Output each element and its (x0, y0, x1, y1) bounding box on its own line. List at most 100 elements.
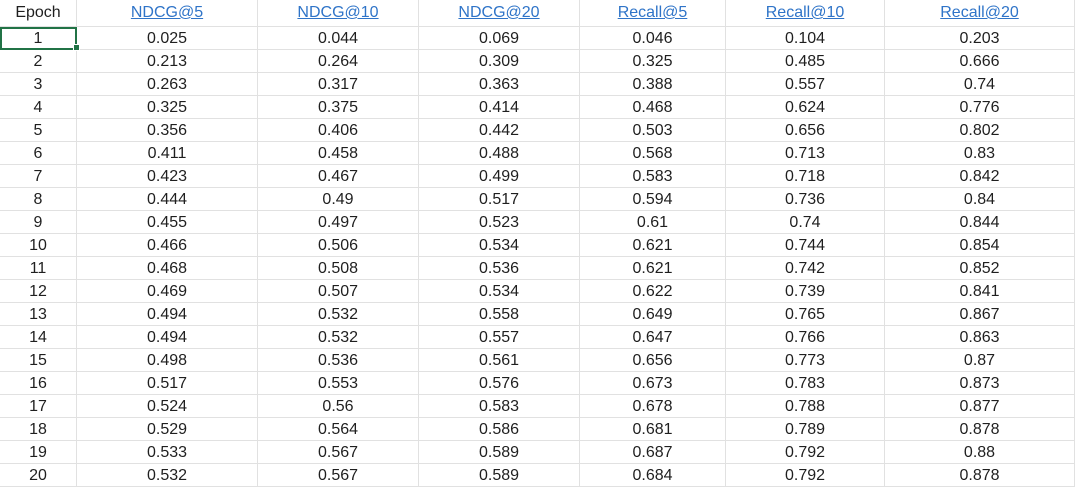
metric-cell[interactable]: 0.583 (419, 395, 580, 418)
metric-cell[interactable]: 0.842 (885, 165, 1075, 188)
metric-cell[interactable]: 0.046 (580, 27, 726, 50)
metric-cell[interactable]: 0.589 (419, 441, 580, 464)
metric-cell[interactable]: 0.789 (726, 418, 885, 441)
epoch-cell[interactable]: 12 (0, 280, 77, 303)
metric-cell[interactable]: 0.532 (77, 464, 258, 487)
metric-cell[interactable]: 0.557 (419, 326, 580, 349)
header-cell-ndcg-20[interactable]: NDCG@20 (419, 0, 580, 27)
epoch-cell[interactable]: 14 (0, 326, 77, 349)
metric-cell[interactable]: 0.736 (726, 188, 885, 211)
metric-cell[interactable]: 0.553 (258, 372, 419, 395)
metric-cell[interactable]: 0.647 (580, 326, 726, 349)
metric-cell[interactable]: 0.622 (580, 280, 726, 303)
metric-cell[interactable]: 0.766 (726, 326, 885, 349)
metric-cell[interactable]: 0.356 (77, 119, 258, 142)
metric-cell[interactable]: 0.468 (77, 257, 258, 280)
metric-cell[interactable]: 0.678 (580, 395, 726, 418)
metric-cell[interactable]: 0.656 (580, 349, 726, 372)
metric-cell[interactable]: 0.586 (419, 418, 580, 441)
metric-cell[interactable]: 0.687 (580, 441, 726, 464)
epoch-cell[interactable]: 17 (0, 395, 77, 418)
metric-cell[interactable]: 0.264 (258, 50, 419, 73)
metric-cell[interactable]: 0.455 (77, 211, 258, 234)
metric-cell[interactable]: 0.773 (726, 349, 885, 372)
metric-cell[interactable]: 0.624 (726, 96, 885, 119)
metric-cell[interactable]: 0.534 (419, 234, 580, 257)
metric-cell[interactable]: 0.069 (419, 27, 580, 50)
metric-cell[interactable]: 0.414 (419, 96, 580, 119)
selected-cell[interactable]: 1 (0, 27, 77, 50)
metric-cell[interactable]: 0.494 (77, 303, 258, 326)
metric-cell[interactable]: 0.792 (726, 464, 885, 487)
metric-cell[interactable]: 0.852 (885, 257, 1075, 280)
metric-cell[interactable]: 0.469 (77, 280, 258, 303)
metric-cell[interactable]: 0.74 (726, 211, 885, 234)
metric-cell[interactable]: 0.792 (726, 441, 885, 464)
header-cell-recall-5[interactable]: Recall@5 (580, 0, 726, 27)
epoch-cell[interactable]: 18 (0, 418, 77, 441)
metric-cell[interactable]: 0.776 (885, 96, 1075, 119)
metric-cell[interactable]: 0.503 (580, 119, 726, 142)
metric-cell[interactable]: 0.203 (885, 27, 1075, 50)
metric-cell[interactable]: 0.423 (77, 165, 258, 188)
metric-cell[interactable]: 0.488 (419, 142, 580, 165)
metric-cell[interactable]: 0.309 (419, 50, 580, 73)
metric-cell[interactable]: 0.841 (885, 280, 1075, 303)
metric-cell[interactable]: 0.494 (77, 326, 258, 349)
metric-cell[interactable]: 0.49 (258, 188, 419, 211)
metric-cell[interactable]: 0.589 (419, 464, 580, 487)
metric-cell[interactable]: 0.263 (77, 73, 258, 96)
metric-cell[interactable]: 0.713 (726, 142, 885, 165)
metric-cell[interactable]: 0.56 (258, 395, 419, 418)
metric-cell[interactable]: 0.74 (885, 73, 1075, 96)
metric-cell[interactable]: 0.666 (885, 50, 1075, 73)
metric-cell[interactable]: 0.765 (726, 303, 885, 326)
metric-cell[interactable]: 0.878 (885, 464, 1075, 487)
metric-cell[interactable]: 0.517 (77, 372, 258, 395)
metric-cell[interactable]: 0.718 (726, 165, 885, 188)
header-cell-ndcg-10[interactable]: NDCG@10 (258, 0, 419, 27)
metric-cell[interactable]: 0.802 (885, 119, 1075, 142)
metric-cell[interactable]: 0.363 (419, 73, 580, 96)
metric-cell[interactable]: 0.506 (258, 234, 419, 257)
metric-cell[interactable]: 0.561 (419, 349, 580, 372)
metric-cell[interactable]: 0.411 (77, 142, 258, 165)
metric-cell[interactable]: 0.466 (77, 234, 258, 257)
metric-cell[interactable]: 0.867 (885, 303, 1075, 326)
metric-cell[interactable]: 0.325 (77, 96, 258, 119)
metric-cell[interactable]: 0.583 (580, 165, 726, 188)
metric-cell[interactable]: 0.788 (726, 395, 885, 418)
metric-cell[interactable]: 0.673 (580, 372, 726, 395)
metric-cell[interactable]: 0.649 (580, 303, 726, 326)
epoch-cell[interactable]: 19 (0, 441, 77, 464)
metric-cell[interactable]: 0.854 (885, 234, 1075, 257)
metric-cell[interactable]: 0.742 (726, 257, 885, 280)
epoch-cell[interactable]: 6 (0, 142, 77, 165)
metric-cell[interactable]: 0.863 (885, 326, 1075, 349)
metric-cell[interactable]: 0.88 (885, 441, 1075, 464)
metric-cell[interactable]: 0.517 (419, 188, 580, 211)
header-cell-epoch[interactable]: Epoch (0, 0, 77, 27)
epoch-cell[interactable]: 20 (0, 464, 77, 487)
metric-cell[interactable]: 0.558 (419, 303, 580, 326)
header-link-recall-10[interactable]: Recall@10 (765, 4, 845, 21)
metric-cell[interactable]: 0.873 (885, 372, 1075, 395)
epoch-cell[interactable]: 5 (0, 119, 77, 142)
header-cell-ndcg-5[interactable]: NDCG@5 (77, 0, 258, 27)
header-link-ndcg-20[interactable]: NDCG@20 (458, 4, 540, 21)
metric-cell[interactable]: 0.523 (419, 211, 580, 234)
metric-cell[interactable]: 0.499 (419, 165, 580, 188)
metric-cell[interactable]: 0.564 (258, 418, 419, 441)
epoch-cell[interactable]: 8 (0, 188, 77, 211)
epoch-cell[interactable]: 3 (0, 73, 77, 96)
epoch-cell[interactable]: 11 (0, 257, 77, 280)
metric-cell[interactable]: 0.388 (580, 73, 726, 96)
epoch-cell[interactable]: 10 (0, 234, 77, 257)
metric-cell[interactable]: 0.656 (726, 119, 885, 142)
epoch-cell[interactable]: 15 (0, 349, 77, 372)
metric-cell[interactable]: 0.536 (419, 257, 580, 280)
metric-cell[interactable]: 0.594 (580, 188, 726, 211)
header-link-ndcg-10[interactable]: NDCG@10 (297, 4, 379, 21)
metric-cell[interactable]: 0.621 (580, 234, 726, 257)
metric-cell[interactable]: 0.507 (258, 280, 419, 303)
